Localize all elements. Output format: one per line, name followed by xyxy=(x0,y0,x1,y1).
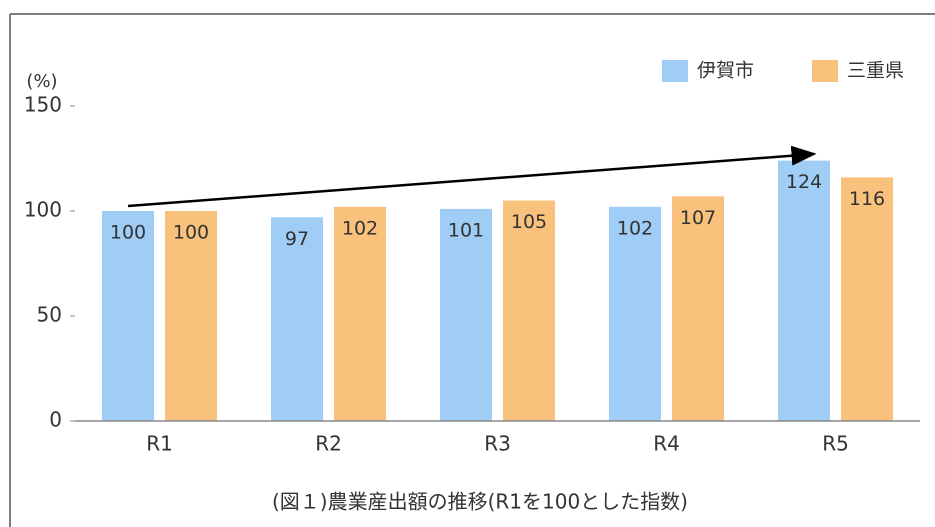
value-label: 97 xyxy=(285,228,309,250)
bar xyxy=(334,206,386,421)
bar xyxy=(503,200,555,421)
x-tick-label: R2 xyxy=(315,432,342,456)
value-label: 105 xyxy=(511,211,547,233)
x-tick-label: R1 xyxy=(146,432,173,456)
bar xyxy=(165,211,217,421)
x-tick-label: R5 xyxy=(822,432,849,456)
y-axis-label: (%) xyxy=(26,71,57,92)
value-label: 102 xyxy=(342,217,378,239)
value-label: 102 xyxy=(617,217,653,239)
x-tick-label: R3 xyxy=(484,432,511,456)
bar xyxy=(778,160,830,421)
trend-arrow xyxy=(127,145,817,208)
y-tick-label: 50 xyxy=(37,303,62,327)
bar xyxy=(440,208,492,421)
y-tick-label: 0 xyxy=(49,408,62,432)
legend-swatch xyxy=(662,60,688,82)
legend-label: 伊賀市 xyxy=(697,60,754,82)
bar xyxy=(672,196,724,421)
y-tick-label: 150 xyxy=(24,93,62,117)
value-label: 124 xyxy=(786,171,822,193)
bar xyxy=(609,206,661,421)
value-label: 107 xyxy=(680,207,716,229)
value-label: 101 xyxy=(448,219,484,241)
y-tick-label: 100 xyxy=(24,198,62,222)
x-tick-label: R4 xyxy=(653,432,680,456)
bar xyxy=(841,177,893,421)
bar xyxy=(271,217,323,421)
caption: (図１)農業産出額の推移(R1を100とした指数) xyxy=(272,490,688,514)
value-label: 116 xyxy=(849,188,885,210)
legend-swatch xyxy=(812,60,838,82)
value-label: 100 xyxy=(173,222,209,244)
value-label: 100 xyxy=(110,222,146,244)
bar xyxy=(102,211,154,421)
legend-label: 三重県 xyxy=(847,60,904,82)
